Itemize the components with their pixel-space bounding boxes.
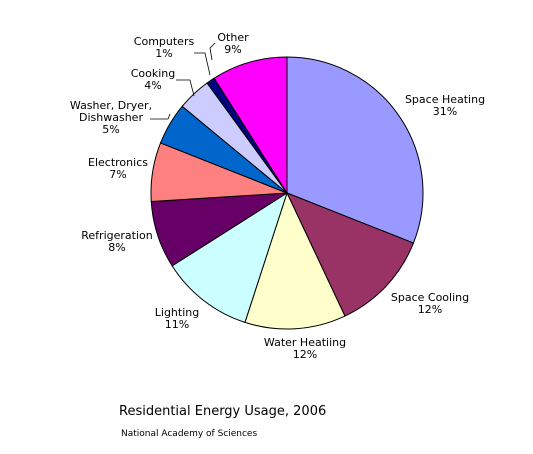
- chart-title: Residential Energy Usage, 2006: [119, 404, 327, 419]
- slice-label-line: 5%: [102, 123, 119, 136]
- slice-label-refrigeration: Refrigeration 8%: [81, 229, 152, 254]
- slice-label-line: Computers: [134, 35, 195, 48]
- pie-slice-space-heating: [286, 56, 424, 244]
- slice-label-line: Space Heating: [405, 93, 485, 106]
- leader-line-cooking: [176, 79, 195, 97]
- slice-label-lighting: Lighting 11%: [155, 306, 199, 331]
- slice-label-line: Washer, Dryer,: [70, 99, 152, 112]
- slice-label-computers: Computers 1%: [134, 35, 195, 60]
- slice-label-water-heatiing: Water Heatiing 12%: [264, 336, 346, 361]
- leader-line-washer-dryer-dishwasher: [150, 113, 171, 120]
- pie-slice-lighting: [171, 191, 288, 323]
- leader-line-other: [209, 42, 216, 61]
- slice-label-space-heating: Space Heating 31%: [405, 93, 485, 118]
- slice-label-washer-dryer-dishwasher: Washer, Dryer, Dishwasher 5%: [70, 99, 152, 136]
- slice-label-line: 8%: [108, 241, 125, 254]
- slice-label-line: Space Cooling: [391, 291, 469, 304]
- slice-label-line: 31%: [433, 105, 457, 118]
- slice-label-cooking: Cooking 4%: [131, 67, 176, 92]
- slice-label-line: 4%: [144, 79, 161, 92]
- slice-label-line: Dishwasher: [79, 111, 143, 124]
- slice-label-line: Cooking: [131, 67, 176, 80]
- pie-slice-other: [213, 56, 288, 195]
- slice-label-line: Electronics: [88, 156, 148, 169]
- slice-labels: Space Heating 31%Space Cooling 12%Water He…: [70, 31, 485, 361]
- slice-label-line: Lighting: [155, 306, 199, 319]
- slice-label-line: 11%: [165, 318, 189, 331]
- slice-label-space-cooling: Space Cooling 12%: [391, 291, 469, 316]
- leader-line-computers: [194, 52, 211, 76]
- slice-label-line: Water Heatiing: [264, 336, 346, 349]
- slice-label-line: Other: [217, 31, 249, 44]
- slice-label-line: 12%: [418, 303, 442, 316]
- pie-slices: [150, 56, 424, 330]
- slice-label-other: Other 9%: [217, 31, 249, 56]
- slice-label-line: 12%: [293, 348, 317, 361]
- slice-label-line: 1%: [155, 47, 172, 60]
- slice-label-line: Refrigeration: [81, 229, 152, 242]
- pie-slice-space-cooling: [286, 192, 415, 317]
- slice-label-line: 7%: [109, 168, 126, 181]
- leader-lines: [150, 42, 216, 120]
- pie-slice-water-heatiing: [244, 191, 346, 330]
- chart-source: National Academy of Sciences: [121, 429, 258, 439]
- slice-label-line: 9%: [224, 43, 241, 56]
- slice-label-electronics: Electronics 7%: [88, 156, 148, 181]
